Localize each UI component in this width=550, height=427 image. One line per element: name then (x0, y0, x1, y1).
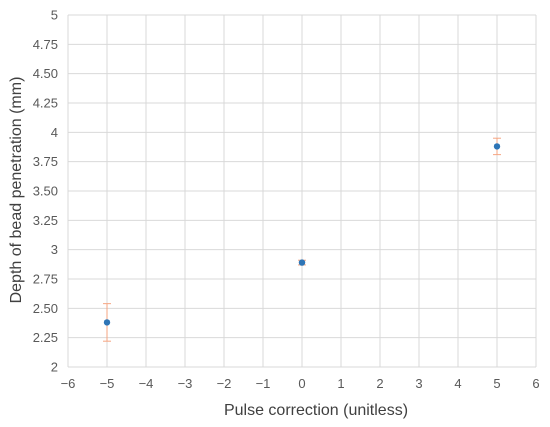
data-points (103, 143, 501, 326)
x-tick-label: 4 (454, 376, 461, 391)
y-tick-label: 2.25 (33, 330, 58, 345)
y-axis-title: Depth of bead penetration (mm) (8, 77, 25, 304)
y-tick-label: 3.50 (33, 184, 58, 199)
x-tick-label: 0 (298, 376, 305, 391)
y-tick-label: 3.75 (33, 154, 58, 169)
y-tick-label: 4.75 (33, 37, 58, 52)
x-tick-label: 3 (415, 376, 422, 391)
data-point (493, 143, 501, 150)
y-tick-label: 3 (51, 242, 58, 257)
x-tick-label: 5 (493, 376, 500, 391)
data-point (103, 319, 111, 326)
x-tick-label: −6 (61, 376, 76, 391)
grid-lines (67, 14, 537, 368)
y-tick-label: 2 (51, 360, 58, 375)
y-tick-label: 4.50 (33, 66, 58, 81)
x-tick-label: −5 (100, 376, 115, 391)
y-tick-label: 2.75 (33, 272, 58, 287)
x-tick-label: 6 (532, 376, 539, 391)
y-axis-tick-labels: 2 2.25 2.50 2.75 3 3.25 3.50 3.75 4 4.25 4.50 4.75 5 (33, 8, 58, 375)
x-tick-label: −3 (178, 376, 193, 391)
y-tick-label: 4 (51, 125, 58, 140)
x-tick-label: 2 (376, 376, 383, 391)
x-axis-tick-labels: −6 −5 −4 −3 −2 −1 0 1 2 3 4 5 6 (61, 376, 540, 391)
y-tick-label: 4.25 (33, 96, 58, 111)
x-tick-label: −4 (139, 376, 154, 391)
y-tick-label: 3.25 (33, 213, 58, 228)
x-axis-title: Pulse correction (unitless) (224, 402, 408, 419)
y-tick-label: 2.50 (33, 301, 58, 316)
data-point (298, 259, 306, 266)
x-tick-label: 1 (337, 376, 344, 391)
y-tick-label: 5 (51, 8, 58, 23)
x-tick-label: −1 (256, 376, 271, 391)
x-tick-label: −2 (217, 376, 232, 391)
